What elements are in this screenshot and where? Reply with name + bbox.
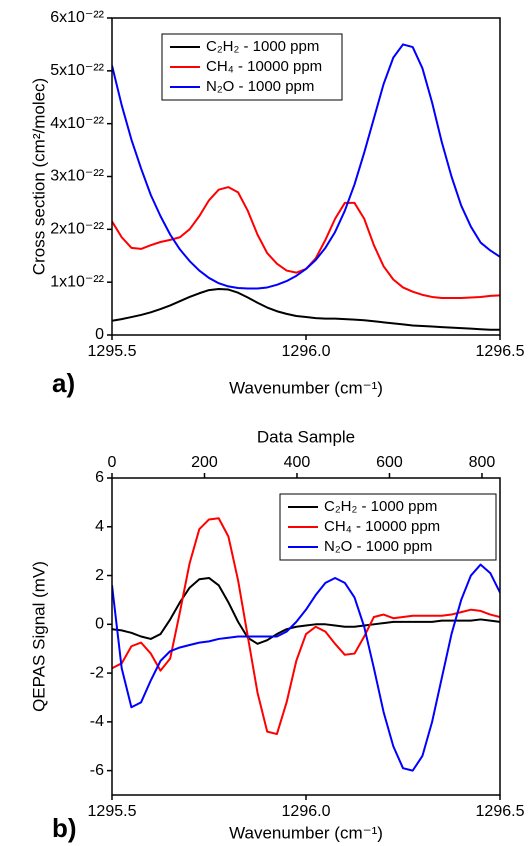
plot-area (112, 43, 500, 331)
plot-area (112, 517, 500, 772)
series-line (112, 288, 500, 331)
x-tick-label: 1296.0 (282, 803, 331, 820)
x-tick-label: 1296.5 (476, 803, 525, 820)
y-tick-label: 4 (95, 518, 104, 535)
y-tick-label: 0 (95, 616, 104, 633)
y-tick-label: 6x10⁻²² (50, 9, 104, 26)
y-tick-label: 6 (95, 469, 104, 486)
legend-label: CH₄ - 10000 ppm (206, 58, 322, 75)
legend-box (279, 493, 497, 561)
legend-label: C₂H₂ - 1000 ppm (324, 498, 437, 515)
y-tick-label: 1x10⁻²² (50, 273, 104, 290)
y-tick-label: -4 (90, 713, 104, 730)
y-axis-title: QEPAS Signal (mV) (29, 561, 48, 712)
legend-label: C₂H₂ - 1000 ppm (206, 38, 319, 55)
y-tick-label: 2x10⁻²² (50, 221, 104, 238)
x2-axis-title: Data Sample (257, 427, 355, 446)
panel-label: a) (52, 368, 75, 398)
x-axis-title: Wavenumber (cm⁻¹) (229, 378, 383, 397)
x-tick-label: 1296.5 (476, 343, 525, 360)
series-line (112, 43, 500, 290)
x2-tick-label: 0 (108, 454, 117, 471)
x-tick-label: 1296.0 (282, 343, 331, 360)
legend-label: N₂O - 1000 ppm (206, 78, 314, 95)
x2-tick-label: 600 (376, 454, 403, 471)
y-tick-label: 2 (95, 567, 104, 584)
legend-label: N₂O - 1000 ppm (324, 538, 432, 555)
x-axis-title: Wavenumber (cm⁻¹) (229, 823, 383, 842)
panel-label: b) (52, 813, 77, 843)
y-tick-label: -6 (90, 762, 104, 779)
series-line (112, 517, 500, 736)
series-line (112, 186, 500, 300)
x2-tick-label: 800 (469, 454, 496, 471)
x-tick-label: 1295.5 (88, 803, 137, 820)
x-tick-label: 1295.5 (88, 343, 137, 360)
x2-tick-label: 400 (284, 454, 311, 471)
legend-label: CH₄ - 10000 ppm (324, 518, 440, 535)
series-line (112, 576, 500, 645)
y-tick-label: -2 (90, 664, 104, 681)
y-tick-label: 4x10⁻²² (50, 115, 104, 132)
plot-frame (111, 17, 501, 336)
y-tick-label: 0 (95, 326, 104, 343)
x2-tick-label: 200 (191, 454, 218, 471)
plot-frame (111, 477, 501, 796)
y-tick-label: 3x10⁻²² (50, 168, 104, 185)
y-tick-label: 5x10⁻²² (50, 62, 104, 79)
series-line (112, 563, 500, 772)
y-axis-title: Cross section (cm²/molec) (29, 78, 48, 275)
